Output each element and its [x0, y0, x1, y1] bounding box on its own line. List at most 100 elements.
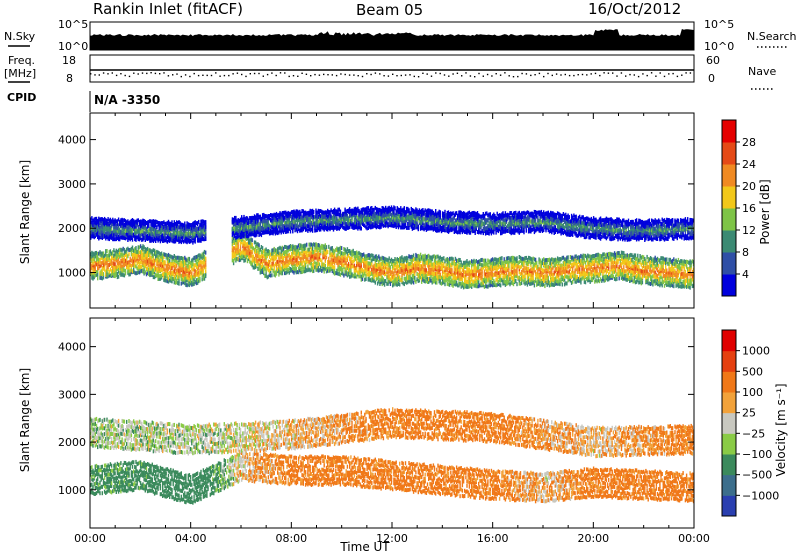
power-cell: [465, 279, 467, 284]
power-cell: [141, 264, 143, 269]
power-cell: [159, 258, 162, 263]
power-cell: [523, 268, 525, 273]
power-cell: [641, 259, 644, 264]
power-cell: [604, 278, 606, 283]
power-cell: [367, 261, 369, 266]
power-cell: [414, 266, 416, 271]
power-cell: [366, 254, 368, 258]
power-cell: [315, 265, 317, 270]
power-cell: [484, 284, 487, 289]
power-cell: [525, 280, 527, 285]
power-cell: [249, 244, 251, 249]
power-cell: [655, 272, 658, 277]
power-cell: [467, 277, 469, 281]
power-cell: [90, 235, 92, 240]
power-cell: [416, 277, 418, 282]
power-cell: [113, 237, 115, 242]
power-cell: [567, 264, 569, 269]
power-cell: [182, 234, 185, 239]
power-cell: [277, 252, 279, 257]
power-cell: [591, 254, 594, 259]
power-cell: [163, 274, 165, 279]
power-cell: [115, 248, 117, 253]
nave-point: [228, 74, 230, 77]
power-cell: [357, 251, 359, 256]
power-cell: [440, 281, 443, 286]
power-cell: [616, 264, 618, 269]
power-cell: [144, 264, 146, 269]
power-cell: [575, 254, 577, 259]
power-cell: [673, 273, 675, 278]
power-cell: [202, 257, 205, 262]
power-cell: [106, 268, 108, 273]
power-cell: [393, 279, 395, 284]
power-cell: [122, 268, 124, 273]
power-cell: [142, 244, 144, 249]
nave-point: [568, 74, 571, 77]
power-cell: [511, 275, 513, 280]
power-cell: [158, 266, 160, 271]
power-cell: [484, 266, 487, 271]
power-cell: [654, 278, 656, 283]
power-cell: [185, 272, 187, 277]
power-cell: [201, 260, 203, 265]
power-cell: [148, 235, 150, 240]
power-cell: [561, 274, 563, 279]
power-cell: [487, 277, 489, 282]
power-cell: [349, 274, 351, 279]
power-cell: [416, 261, 418, 265]
power-cell: [339, 245, 342, 250]
power-cell: [627, 277, 630, 281]
power-cell: [128, 260, 130, 265]
power-cell: [157, 233, 159, 238]
power-cell: [256, 252, 258, 257]
nave-point: [292, 75, 295, 77]
power-cell: [520, 264, 523, 269]
power-cell: [645, 279, 647, 284]
power-cell: [273, 266, 275, 271]
power-cell: [538, 279, 540, 284]
power-cell: [670, 270, 673, 275]
power-cell: [666, 276, 668, 281]
power-cell: [548, 265, 551, 270]
power-cell: [568, 264, 570, 269]
power-cell: [164, 271, 166, 276]
power-cell: [150, 238, 152, 243]
power-cell: [347, 262, 350, 266]
power-cell: [189, 260, 192, 265]
power-cell: [275, 251, 278, 256]
power-cell: [608, 258, 610, 263]
power-cell: [436, 265, 438, 270]
power-cell: [483, 262, 486, 266]
power-cell: [178, 278, 180, 283]
power-cell: [194, 280, 196, 285]
power-cell: [109, 217, 112, 222]
power-cell: [103, 233, 106, 238]
power-cell: [345, 256, 347, 261]
power-cell: [182, 226, 185, 230]
power-cell: [188, 222, 191, 227]
nave-point: [499, 74, 502, 76]
power-cell: [203, 228, 206, 233]
power-cell: [191, 258, 193, 263]
power-cell: [371, 277, 373, 282]
power-cell: [677, 273, 680, 278]
power-cell: [185, 232, 187, 237]
power-cell: [496, 270, 498, 275]
power-cell: [388, 266, 390, 271]
power-cell: [539, 277, 541, 282]
power-cell: [331, 246, 333, 250]
power-cell: [661, 264, 663, 269]
power-cell: [151, 223, 153, 227]
power-cell: [231, 232, 234, 237]
power-cell: [338, 272, 340, 276]
power-cell: [676, 282, 678, 287]
nave-point: [279, 72, 282, 74]
power-cell: [354, 268, 357, 273]
power-cell: [482, 278, 484, 282]
power-cell: [113, 219, 115, 224]
power-cell: [446, 266, 448, 271]
power-cell: [594, 259, 596, 264]
power-cell: [358, 255, 360, 260]
power-cell: [424, 260, 426, 265]
